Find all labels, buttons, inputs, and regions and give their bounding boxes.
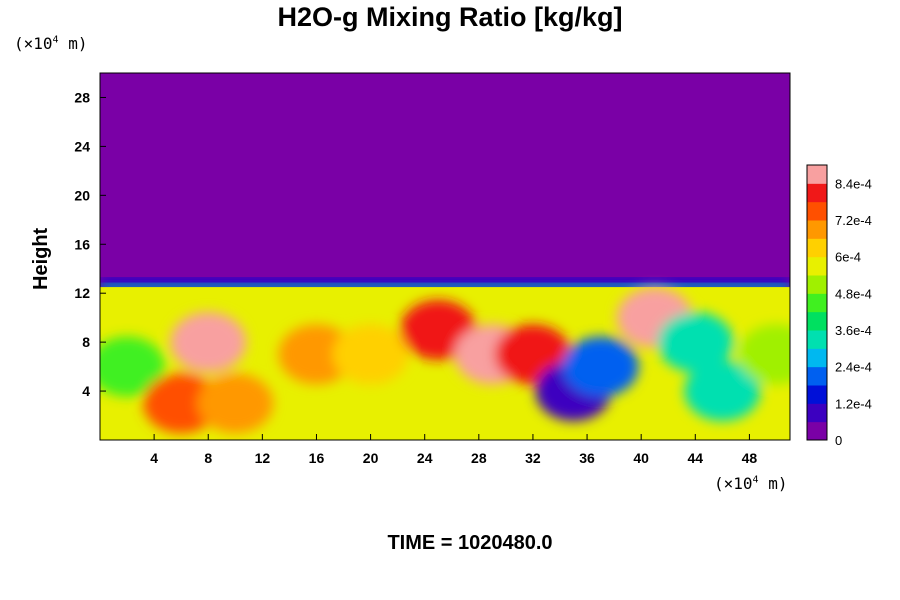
x-tick-label: 20 <box>363 450 379 466</box>
field-feature-0 <box>100 336 166 397</box>
field-feature-14 <box>738 324 790 385</box>
colorbar-segment <box>807 330 827 349</box>
x-tick-label: 24 <box>417 450 433 466</box>
colorbar-tick-label: 1.2e-4 <box>835 396 872 411</box>
colorbar-tick-label: 8.4e-4 <box>835 176 872 191</box>
colorbar-tick-label: 3.6e-4 <box>835 323 872 338</box>
field-feature-13 <box>684 361 761 422</box>
x-tick-label: 4 <box>150 450 158 466</box>
colorbar-segment <box>807 385 827 404</box>
colorbar-frame <box>806 164 828 441</box>
colorbar-segment <box>807 165 827 184</box>
field-feature-10 <box>562 336 639 397</box>
x-tick-label: 12 <box>255 450 271 466</box>
plot-frame <box>99 72 791 441</box>
colorbar-segment <box>807 421 827 441</box>
x-tick-label: 44 <box>688 450 704 466</box>
x-tick-label: 36 <box>579 450 595 466</box>
colorbar-segment <box>807 293 827 313</box>
y-tick-label: 12 <box>74 285 90 301</box>
colorbar-segment <box>807 348 827 368</box>
colorbar-segment <box>807 403 827 423</box>
colorbar-tick-label: 7.2e-4 <box>835 213 872 228</box>
x-axis: 4 8 12 16 20 24 28 32 36 40 44 48 <box>150 434 757 466</box>
y-tick-label: 16 <box>74 236 90 252</box>
field-feature-5 <box>332 324 409 385</box>
colorbar-segment <box>807 256 827 276</box>
colorbar-segment <box>807 220 827 239</box>
x-tick-label: 8 <box>204 450 212 466</box>
y-tick-label: 24 <box>74 138 90 154</box>
colorbar-tick-label: 2.4e-4 <box>835 360 872 375</box>
colorbar-tick-label: 6e-4 <box>835 250 861 265</box>
y-tick-label: 20 <box>74 187 90 203</box>
y-axis-unit: (×104 m) <box>14 34 88 53</box>
plot-area <box>100 73 790 440</box>
y-axis: 4 8 12 16 20 24 28 <box>74 89 106 399</box>
y-tick-label: 28 <box>74 89 90 105</box>
colorbar-segment <box>807 238 827 258</box>
colorbar-segment <box>807 275 827 294</box>
colorbar: 0 1.2e-4 2.4e-4 3.6e-4 4.8e-4 6e-4 7.2e-4 8.4e-… <box>806 164 872 448</box>
x-tick-label: 32 <box>525 450 541 466</box>
field-feature-1 <box>143 373 220 434</box>
x-tick-label: 48 <box>742 450 758 466</box>
time-label: TIME = 1020480.0 <box>387 532 553 554</box>
chart-title: H2O-g Mixing Ratio [kg/kg] <box>277 2 623 32</box>
y-tick-label: 4 <box>82 383 90 399</box>
colorbar-tick-label: 0 <box>835 433 842 448</box>
x-tick-label: 16 <box>309 450 325 466</box>
field-feature-3 <box>197 373 274 434</box>
field-feature-12 <box>657 312 734 373</box>
x-tick-label: 40 <box>633 450 649 466</box>
x-tick-label: 28 <box>471 450 487 466</box>
colorbar-segment <box>807 366 827 386</box>
colorbar-segment <box>807 183 827 203</box>
colorbar-tick-label: 4.8e-4 <box>835 286 872 301</box>
x-axis-unit: (×104 m) <box>714 474 788 493</box>
y-tick-label: 8 <box>82 334 90 350</box>
colorbar-segment <box>807 201 827 221</box>
field-feature-2 <box>170 312 247 373</box>
field-features <box>100 287 790 434</box>
field-feature-4 <box>278 324 355 385</box>
colorbar-segment <box>807 311 827 331</box>
